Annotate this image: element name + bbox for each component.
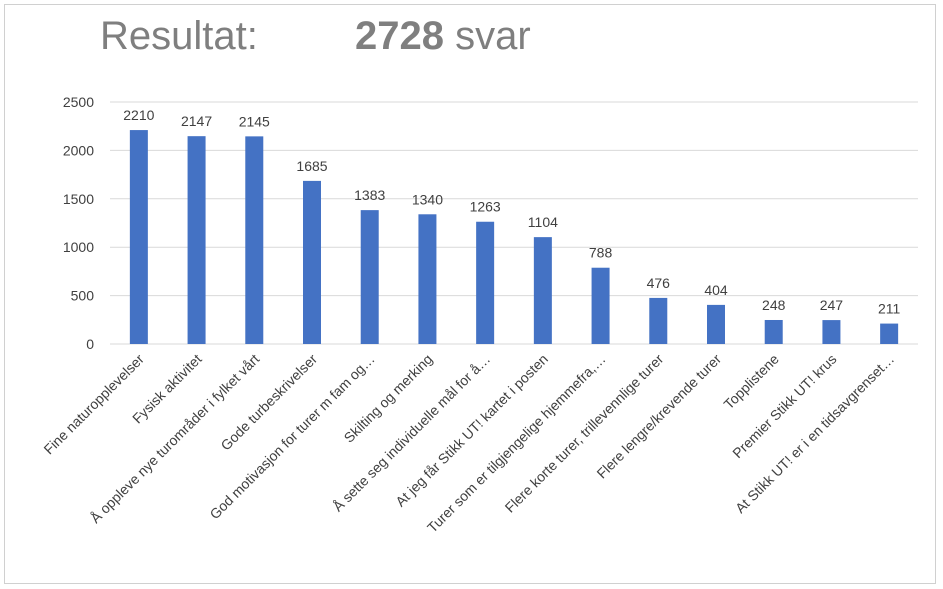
bar [418, 214, 437, 344]
bar [303, 180, 321, 344]
y-tick-label: 2500 [63, 94, 94, 110]
category-label: Premier Stikk UT! krus [729, 351, 839, 461]
bar [533, 237, 552, 344]
data-label: 247 [820, 297, 844, 313]
category-label: Fine naturopplevelser [40, 351, 147, 458]
category-label: Flere lengre/krevende turer [593, 351, 724, 482]
response-count-unit: svar [455, 14, 531, 58]
data-label: 2147 [181, 113, 212, 129]
y-tick-label: 1000 [63, 239, 94, 255]
y-tick-label: 1500 [63, 191, 94, 207]
data-label: 1685 [296, 158, 327, 174]
bar [880, 323, 899, 344]
data-label: 476 [647, 275, 671, 291]
data-label: 1383 [354, 187, 385, 203]
bar [591, 267, 610, 344]
bar [764, 319, 783, 344]
bar [129, 130, 148, 344]
bar [707, 304, 725, 344]
data-label: 2145 [239, 113, 270, 129]
response-count-number: 2728 [355, 14, 444, 58]
bar [187, 136, 206, 344]
data-label: 404 [704, 282, 728, 298]
y-tick-label: 500 [71, 288, 95, 304]
y-tick-label: 2000 [63, 142, 94, 158]
bar [822, 320, 841, 344]
data-label: 1340 [412, 191, 443, 207]
result-label: Resultat: [100, 14, 258, 58]
y-tick-label: 0 [86, 336, 94, 352]
data-label: 1263 [470, 199, 501, 215]
data-label: 2210 [123, 107, 154, 123]
bar [649, 297, 668, 344]
bar [245, 136, 264, 344]
bar [476, 221, 495, 344]
data-label: 1104 [528, 214, 558, 230]
data-label: 248 [762, 297, 786, 313]
chart-frame [4, 4, 936, 584]
bar [360, 210, 379, 344]
data-label: 211 [878, 301, 901, 317]
response-count: 2728 svar [355, 14, 531, 59]
category-label: Topplistene [720, 351, 782, 413]
category-label: Gode turbeskrivelser [217, 351, 320, 454]
data-label: 788 [589, 245, 613, 261]
